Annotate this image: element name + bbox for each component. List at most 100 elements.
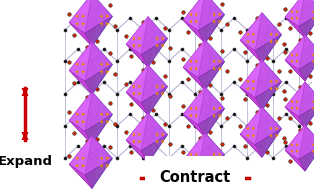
Polygon shape [285,60,305,81]
Polygon shape [92,136,112,158]
FancyArrow shape [246,33,255,36]
Polygon shape [198,62,225,90]
FancyArrow shape [269,80,279,83]
Polygon shape [183,87,212,114]
FancyArrow shape [132,92,141,95]
FancyArrow shape [212,107,222,110]
FancyArrow shape [189,60,198,63]
FancyArrow shape [212,153,222,156]
Polygon shape [183,0,205,31]
Polygon shape [92,42,112,64]
FancyArrow shape [269,33,279,36]
FancyArrow shape [290,100,299,103]
Polygon shape [126,29,155,67]
FancyArrow shape [290,10,299,13]
Polygon shape [299,35,314,70]
Polygon shape [141,39,168,67]
FancyArrow shape [75,14,85,18]
FancyArrow shape [311,107,314,110]
FancyArrow shape [189,107,198,110]
FancyArrow shape [290,150,299,153]
Polygon shape [183,133,212,160]
Polygon shape [69,136,92,175]
Polygon shape [126,17,155,44]
FancyArrow shape [132,84,141,88]
FancyArrow shape [311,150,314,153]
FancyArrow shape [212,67,222,70]
Polygon shape [299,125,314,160]
FancyArrow shape [269,127,279,130]
FancyArrow shape [189,20,198,23]
Polygon shape [205,0,225,15]
FancyArrow shape [269,134,279,137]
FancyArrow shape [100,120,109,124]
Polygon shape [183,160,205,183]
Polygon shape [255,60,282,98]
Polygon shape [198,15,225,43]
FancyArrow shape [189,114,198,117]
FancyArrow shape [269,134,279,137]
Polygon shape [240,119,269,157]
FancyArrow shape [100,22,109,26]
FancyArrow shape [311,100,314,103]
FancyArrow shape [311,53,314,56]
FancyArrow shape [246,40,255,43]
FancyArrow shape [132,140,141,143]
Polygon shape [85,0,112,33]
Polygon shape [92,105,112,144]
Polygon shape [240,13,269,40]
FancyArrow shape [155,44,165,47]
Polygon shape [240,40,262,63]
FancyArrow shape [212,20,222,23]
Polygon shape [198,87,225,125]
FancyArrow shape [246,40,255,43]
Polygon shape [183,40,205,78]
Polygon shape [183,0,212,20]
FancyArrow shape [246,134,255,137]
FancyArrow shape [141,174,186,181]
Polygon shape [141,113,168,151]
FancyArrow shape [311,60,314,63]
FancyArrow shape [100,112,109,116]
Polygon shape [299,82,314,117]
Polygon shape [285,17,305,38]
FancyArrow shape [75,22,85,26]
FancyArrow shape [155,36,165,40]
FancyArrow shape [311,143,314,146]
Polygon shape [148,17,168,39]
Polygon shape [262,119,282,157]
Polygon shape [92,149,112,188]
Polygon shape [262,72,282,110]
FancyArrow shape [132,44,141,47]
FancyArrow shape [290,53,299,56]
Polygon shape [126,77,155,115]
FancyArrow shape [212,60,222,63]
Polygon shape [126,125,155,163]
Polygon shape [240,60,269,87]
Polygon shape [262,13,282,35]
FancyArrow shape [100,164,109,168]
Polygon shape [183,114,205,137]
Polygon shape [205,133,225,155]
FancyArrow shape [75,120,85,124]
Polygon shape [240,25,269,63]
Polygon shape [285,125,305,160]
Polygon shape [198,155,225,183]
Polygon shape [255,35,282,63]
Polygon shape [240,60,262,98]
Polygon shape [205,52,225,90]
FancyArrow shape [290,107,299,110]
FancyArrow shape [75,14,85,18]
Polygon shape [126,92,148,115]
Polygon shape [183,20,205,43]
FancyArrow shape [212,12,222,16]
Polygon shape [183,52,212,90]
FancyArrow shape [100,70,109,74]
FancyArrow shape [75,22,85,26]
Polygon shape [285,150,305,171]
Polygon shape [255,107,282,145]
FancyArrow shape [189,12,198,16]
Polygon shape [85,114,112,144]
FancyArrow shape [75,120,85,124]
FancyArrow shape [290,150,299,153]
